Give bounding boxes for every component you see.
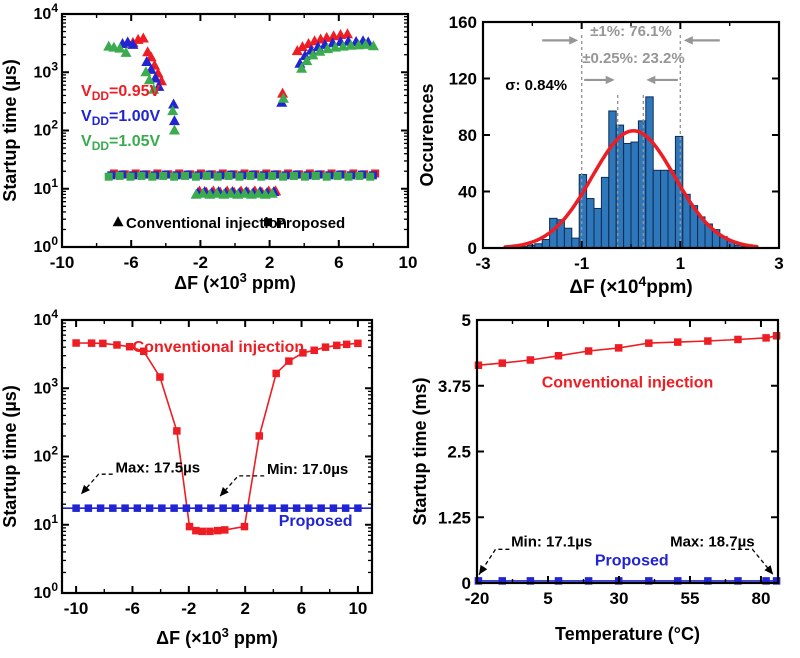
svg-text:160: 160 — [449, 13, 477, 32]
svg-text:102: 102 — [34, 444, 59, 466]
svg-text:80: 80 — [752, 589, 771, 608]
svg-text:Proposed: Proposed — [276, 215, 345, 232]
svg-text:Min: 17.1µs: Min: 17.1µs — [511, 534, 592, 551]
svg-text:VDD=1.00V: VDD=1.00V — [81, 108, 161, 128]
chart-startup-vs-df-vdd: VDD=0.95V VDD=1.00V VDD=1.05V Conventional … — [0, 1, 418, 293]
svg-text:80: 80 — [458, 126, 477, 145]
svg-text:σ: 0.84%: σ: 0.84% — [505, 77, 567, 94]
svg-text:-2: -2 — [181, 599, 196, 618]
svg-text:-2: -2 — [193, 253, 208, 272]
svg-text:Occurences: Occurences — [417, 83, 437, 186]
svg-text:101: 101 — [34, 512, 59, 534]
svg-text:2: 2 — [240, 599, 249, 618]
svg-text:10: 10 — [348, 599, 367, 618]
svg-text:VDD=0.95V: VDD=0.95V — [81, 83, 161, 103]
svg-text:2: 2 — [265, 253, 274, 272]
svg-text:VDD=1.05V: VDD=1.05V — [81, 133, 161, 153]
chart-startup-vs-df-comparison: Max: 17.5µs Min: 17.0µs Conventional injec… — [0, 307, 374, 648]
svg-text:1.25: 1.25 — [438, 508, 471, 527]
svg-text:30: 30 — [610, 589, 629, 608]
svg-text:Max: 18.7µs: Max: 18.7µs — [670, 534, 755, 551]
svg-text:104: 104 — [34, 307, 59, 329]
svg-text:Conventional injection: Conventional injection — [133, 339, 305, 356]
svg-text:Proposed: Proposed — [595, 553, 669, 570]
svg-text:55: 55 — [681, 589, 700, 608]
svg-text:5: 5 — [543, 589, 552, 608]
svg-text:103: 103 — [34, 375, 59, 397]
svg-text:2.5: 2.5 — [447, 443, 471, 462]
svg-text:ΔF (×103 ppm): ΔF (×103 ppm) — [156, 625, 278, 648]
svg-text:103: 103 — [34, 59, 59, 81]
svg-text:-10: -10 — [50, 253, 75, 272]
svg-text:Conventional injection: Conventional injection — [126, 215, 287, 232]
svg-text:-20: -20 — [465, 589, 490, 608]
svg-text:102: 102 — [34, 118, 59, 140]
svg-text:ΔF (×104ppm): ΔF (×104ppm) — [569, 273, 692, 298]
svg-text:Startup time (ms): Startup time (ms) — [410, 377, 430, 525]
chart-startup-vs-temperature: Min: 17.1µs Max: 18.7µs Conventional injec… — [410, 311, 781, 644]
svg-text:Proposed: Proposed — [279, 513, 353, 530]
chart-df-histogram: ±1%: 76.1% ±0.25%: 23.2% σ: 0.84% -3 -1 1 3 0 40… — [417, 13, 784, 298]
svg-text:0: 0 — [462, 574, 471, 593]
svg-text:40: 40 — [458, 183, 477, 202]
svg-text:10: 10 — [399, 253, 418, 272]
svg-text:Startup time (µs): Startup time (µs) — [0, 385, 20, 527]
svg-text:100: 100 — [34, 580, 59, 602]
svg-text:±0.25%: 23.2%: ±0.25%: 23.2% — [582, 50, 684, 67]
svg-text:100: 100 — [34, 234, 59, 256]
svg-text:ΔF (×103 ppm): ΔF (×103 ppm) — [174, 270, 296, 293]
svg-text:0: 0 — [468, 239, 477, 258]
svg-text:-1: -1 — [574, 254, 589, 273]
svg-text:-6: -6 — [124, 253, 139, 272]
svg-text:1: 1 — [676, 254, 685, 273]
svg-text:3: 3 — [774, 254, 783, 273]
svg-text:6: 6 — [334, 253, 343, 272]
svg-text:5: 5 — [462, 311, 471, 330]
svg-text:±1%: 76.1%: ±1%: 76.1% — [590, 23, 672, 40]
svg-text:-3: -3 — [475, 254, 490, 273]
svg-text:Temperature (°C): Temperature (°C) — [555, 624, 700, 644]
svg-text:Max: 17.5µs: Max: 17.5µs — [116, 460, 201, 477]
svg-text:120: 120 — [449, 70, 477, 89]
svg-text:Min: 17.0µs: Min: 17.0µs — [267, 461, 348, 478]
svg-text:Startup time (µs): Startup time (µs) — [0, 59, 20, 201]
svg-text:-6: -6 — [125, 599, 140, 618]
svg-text:-10: -10 — [64, 599, 89, 618]
svg-text:Conventional injection: Conventional injection — [542, 374, 714, 391]
svg-text:3.75: 3.75 — [438, 377, 471, 396]
svg-text:6: 6 — [297, 599, 306, 618]
svg-text:101: 101 — [34, 176, 59, 198]
svg-text:104: 104 — [34, 1, 59, 23]
